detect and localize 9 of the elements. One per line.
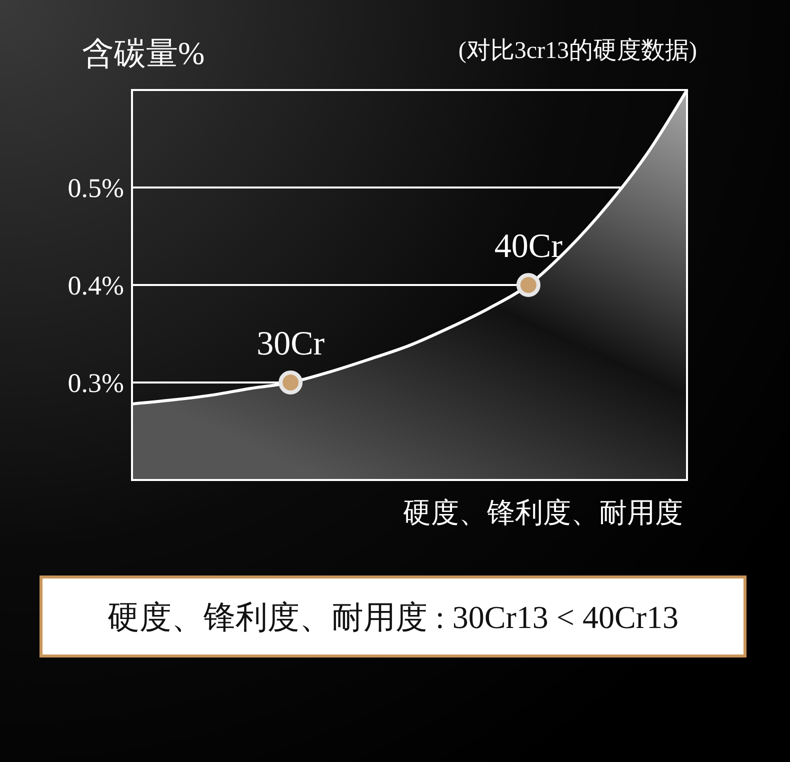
chart-subtitle: (对比3cr13的硬度数据) [458, 37, 697, 64]
x-axis-title: 硬度、锋利度、耐用度 [403, 498, 683, 529]
series-label: 30Cr [256, 326, 326, 362]
y-tick-label: 0.3% [68, 368, 124, 398]
y-tick-label: 0.5% [68, 172, 124, 203]
chart-title: 含碳量% [82, 35, 205, 71]
text: 硬度、锋利度、耐用度 : 30Cr13 < 40Cr13 [108, 599, 678, 636]
series-label: 40Cr [494, 228, 564, 265]
y-tick-label: 0.4% [68, 270, 124, 300]
